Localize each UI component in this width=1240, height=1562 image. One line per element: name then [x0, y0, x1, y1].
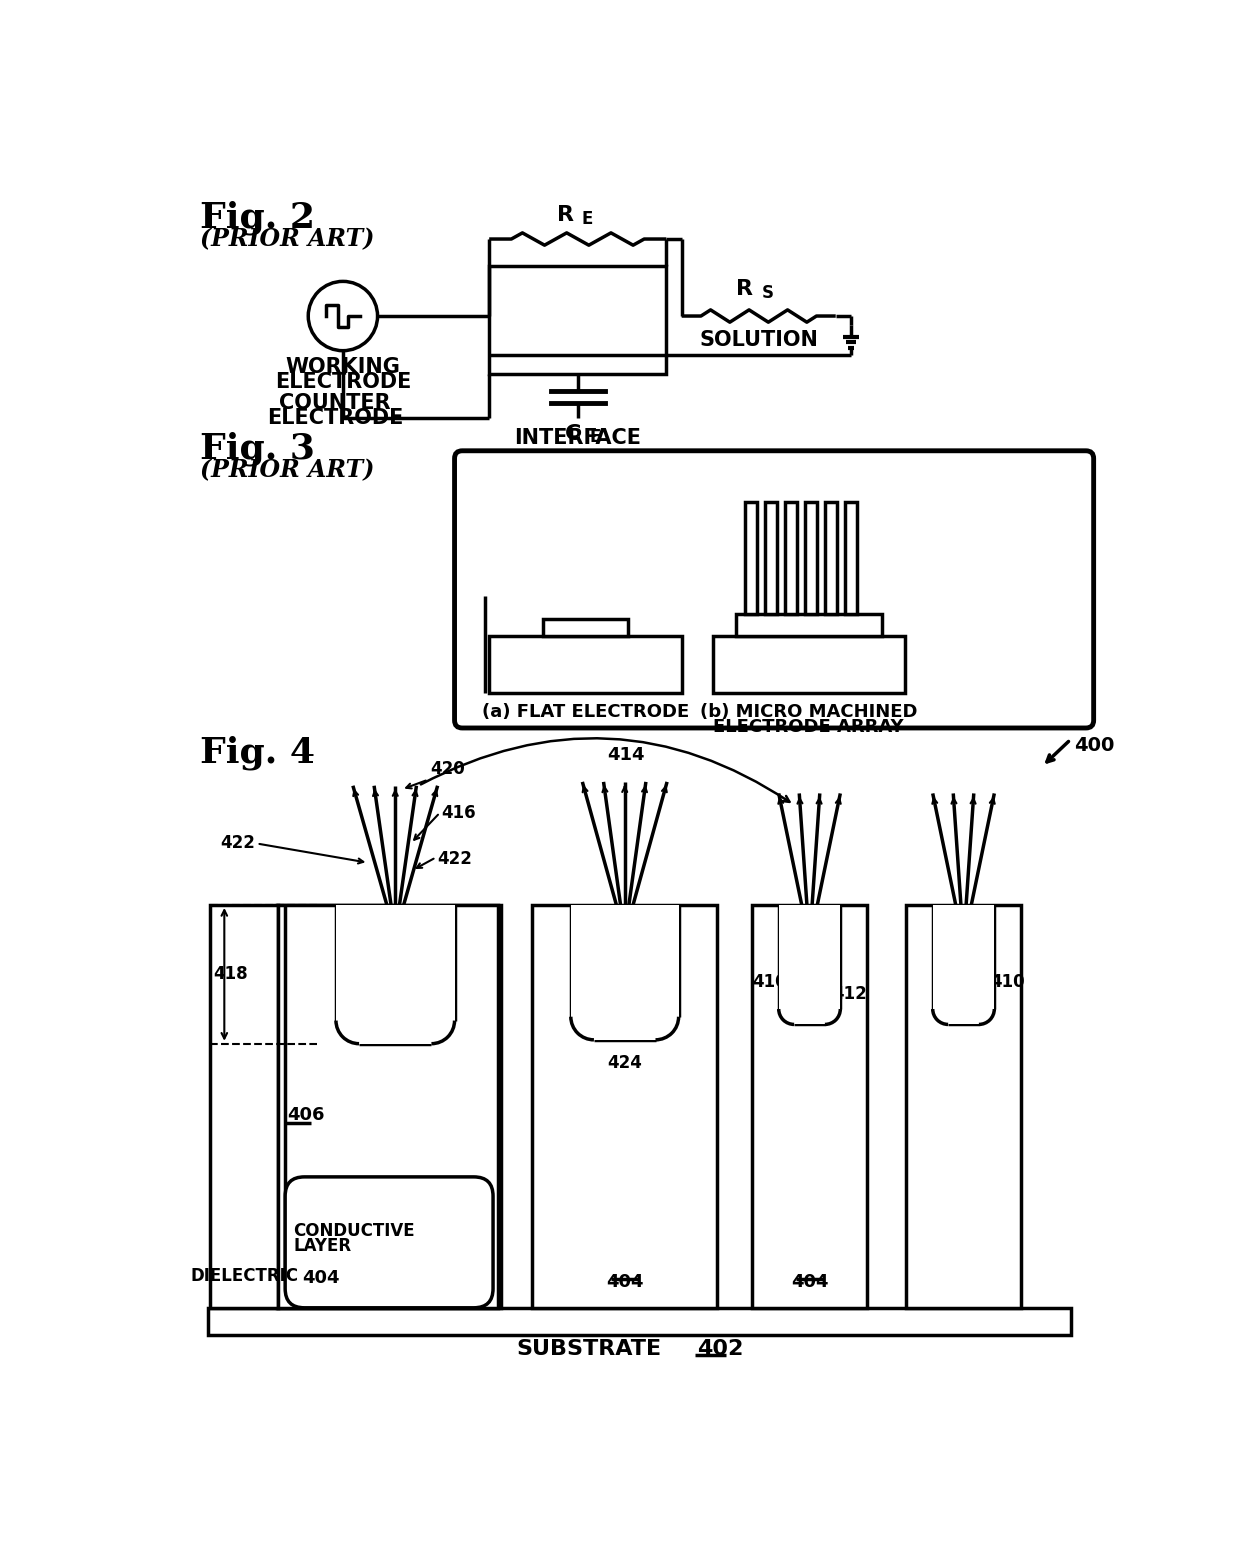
Bar [490, 266, 666, 373]
Text: C: C [565, 423, 582, 444]
Text: WORKING: WORKING [285, 356, 401, 376]
Text: 412: 412 [832, 984, 867, 1003]
Bar [543, 619, 627, 636]
Text: 412: 412 [636, 1000, 671, 1018]
Text: Fig. 3: Fig. 3 [201, 431, 315, 465]
Text: SOLUTION: SOLUTION [699, 330, 818, 350]
Text: Fig. 4: Fig. 4 [201, 736, 315, 770]
Bar [932, 904, 994, 1025]
Bar [278, 904, 497, 1307]
Text: ELECTRODE ARRAY: ELECTRODE ARRAY [713, 719, 904, 736]
Text: 410: 410 [751, 973, 786, 990]
Bar [805, 503, 817, 614]
Text: DIELECTRIC: DIELECTRIC [190, 1267, 299, 1284]
Text: 418: 418 [213, 965, 248, 984]
FancyBboxPatch shape [455, 451, 1094, 728]
Bar [765, 503, 777, 614]
Text: R: R [557, 205, 574, 225]
Bar [779, 904, 841, 1025]
Bar [713, 636, 905, 694]
Bar [211, 904, 278, 1307]
Text: (a) FLAT ELECTRODE: (a) FLAT ELECTRODE [482, 703, 689, 720]
Text: 422: 422 [438, 850, 472, 868]
Text: (PRIOR ART): (PRIOR ART) [201, 459, 374, 483]
Text: R: R [735, 280, 753, 298]
Bar [905, 904, 1022, 1307]
Text: LAYER: LAYER [294, 1237, 352, 1256]
Bar [278, 904, 501, 1307]
Text: 404: 404 [301, 1270, 340, 1287]
Text: E: E [589, 428, 600, 445]
Bar [208, 1307, 1070, 1336]
Bar [735, 614, 882, 636]
Text: (PRIOR ART): (PRIOR ART) [201, 228, 374, 251]
Bar [570, 904, 678, 1040]
Text: 410: 410 [991, 973, 1025, 990]
Text: SUBSTRATE: SUBSTRATE [517, 1339, 662, 1359]
Text: 402: 402 [697, 1339, 744, 1359]
Text: 420: 420 [430, 761, 465, 778]
Text: CONDUCTIVE: CONDUCTIVE [294, 1221, 415, 1240]
Text: 408: 408 [635, 918, 670, 936]
Bar [844, 503, 857, 614]
FancyBboxPatch shape [285, 1176, 494, 1307]
Bar [745, 503, 758, 614]
Bar [825, 503, 837, 614]
Bar [336, 904, 455, 1043]
Text: 404: 404 [606, 1273, 644, 1292]
Text: E: E [582, 211, 593, 228]
Text: 406: 406 [288, 1106, 325, 1125]
Text: 414: 414 [606, 747, 645, 764]
Text: COUNTER: COUNTER [279, 394, 391, 412]
Text: 422: 422 [221, 834, 255, 853]
Bar [785, 503, 797, 614]
Bar [751, 904, 867, 1307]
Text: INTERFACE: INTERFACE [515, 428, 641, 448]
Text: 424: 424 [608, 1054, 642, 1072]
Text: 416: 416 [441, 804, 476, 822]
Text: 404: 404 [791, 1273, 828, 1292]
Text: Fig. 2: Fig. 2 [201, 200, 315, 234]
Text: 400: 400 [1074, 736, 1115, 754]
Text: 412: 412 [418, 1007, 453, 1026]
Text: ELECTRODE: ELECTRODE [275, 372, 412, 392]
Text: ELECTRODE: ELECTRODE [267, 408, 403, 428]
Text: (b) MICRO MACHINED: (b) MICRO MACHINED [701, 703, 918, 720]
Bar [490, 636, 682, 694]
Text: S: S [761, 284, 774, 301]
Bar [532, 904, 717, 1307]
